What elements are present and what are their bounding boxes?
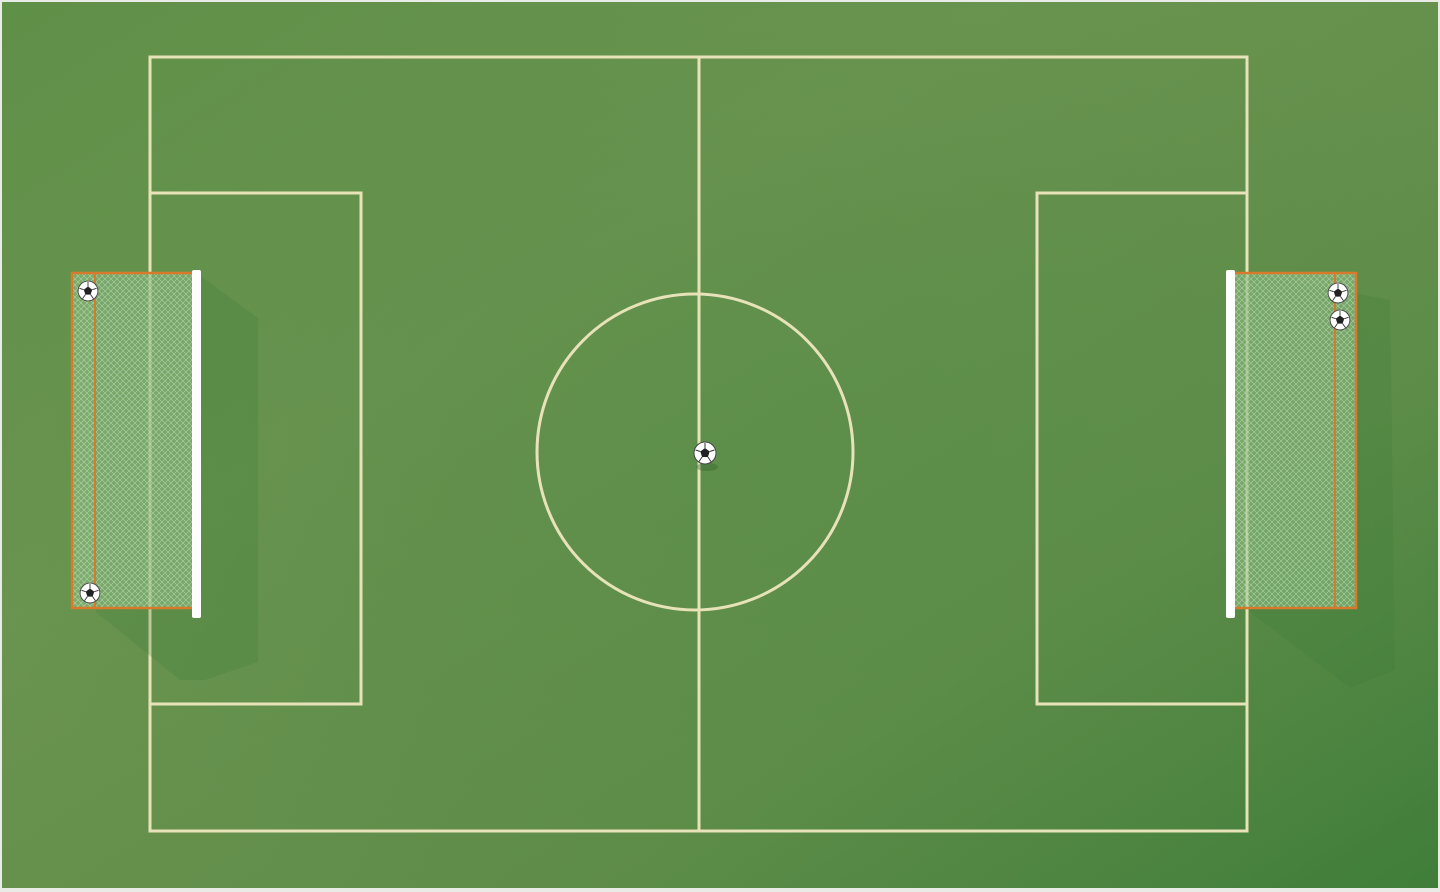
left-goal-corner-ball-bottom — [79, 582, 101, 604]
left-goal-post — [192, 270, 201, 618]
right-goal-post — [1226, 270, 1235, 618]
soccer-ball-icon[interactable] — [693, 441, 718, 471]
left-goal — [70, 270, 258, 680]
left-goal-corner-ball-top — [77, 280, 99, 302]
right-goal-corner-ball-top — [1327, 282, 1349, 304]
center-circle — [535, 292, 855, 612]
right-goal-corner-ball-second — [1329, 309, 1351, 331]
right-goal — [1226, 270, 1395, 688]
left-goal-net-mesh — [72, 273, 197, 608]
